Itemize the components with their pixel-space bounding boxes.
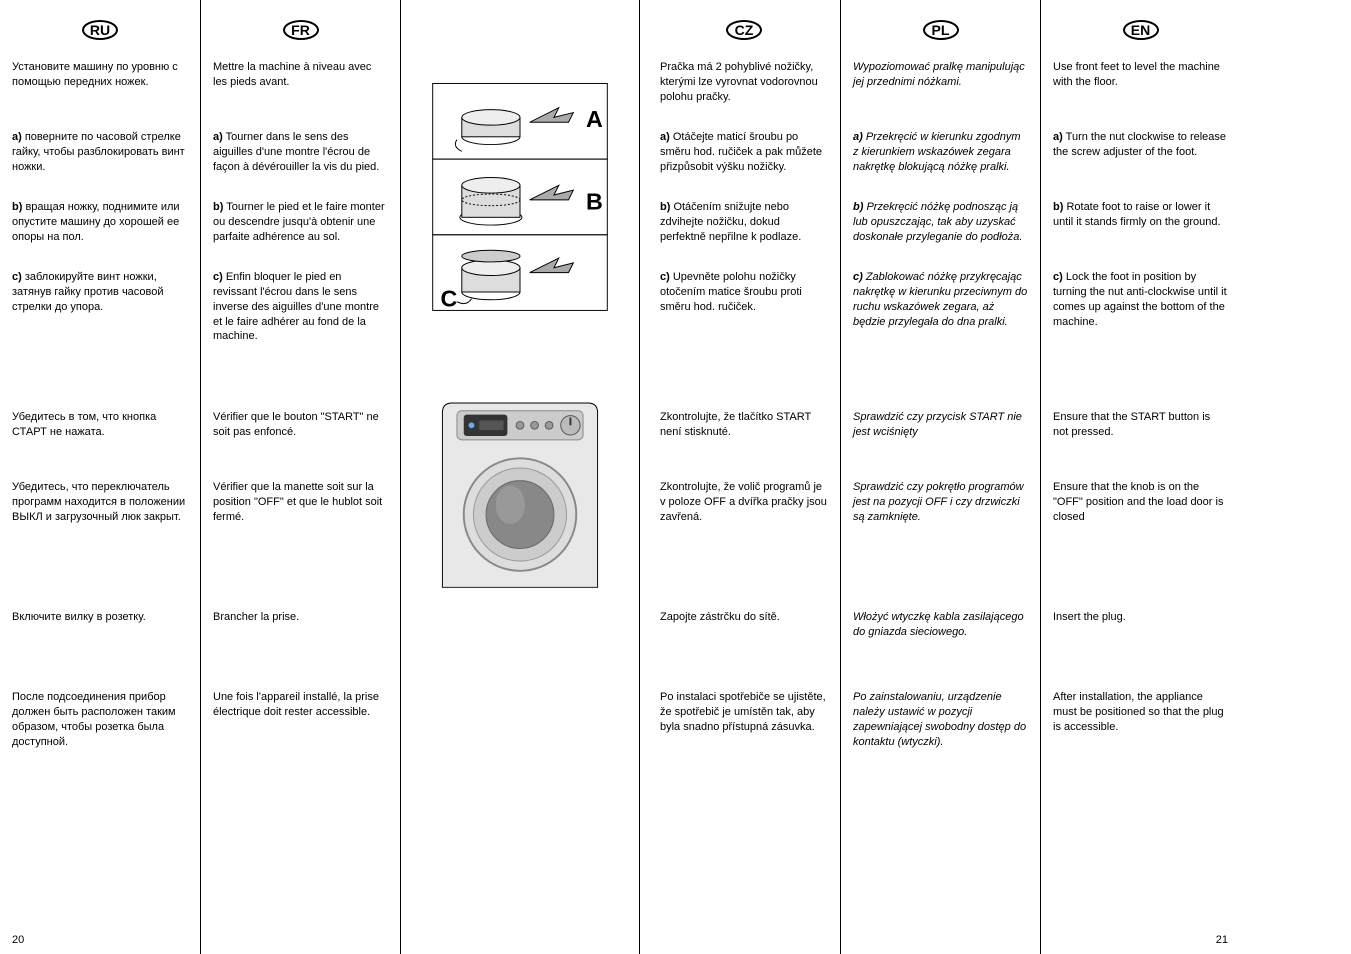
text-en-1: a) Turn the nut clockwise to release the… <box>1053 130 1228 160</box>
text-cz-5: Zkontrolujte, že volič programů je v pol… <box>660 480 828 525</box>
column-ru: RU Установите машину по уровню с помощью… <box>0 0 200 954</box>
text-fr-3: c) Enfin bloquer le pied en revissant l'… <box>213 270 388 344</box>
lang-badge-pl: PL <box>923 20 959 40</box>
fig-label-a: A <box>586 106 603 132</box>
text-fr-6: Brancher la prise. <box>213 610 388 625</box>
text-ru-4: Убедитесь в том, что кнопка СТАРТ не наж… <box>12 410 188 440</box>
text-cz-3: c) Upevněte polohu nožičky otočením mati… <box>660 270 828 315</box>
text-cz-0: Pračka má 2 pohyblivé nožičky, kterými l… <box>660 60 828 105</box>
fig-label-c: C <box>440 286 457 312</box>
lang-badge-cz: CZ <box>726 20 762 40</box>
text-pl-3: c) Zablokować nóżkę przykręcając nakrętk… <box>853 270 1028 329</box>
leveling-foot-svg: A B C <box>423 70 617 320</box>
text-fr-2: b) Tourner le pied et le faire monter ou… <box>213 200 388 245</box>
text-ru-6: Включите вилку в розетку. <box>12 610 188 625</box>
text-ru-2: b) вращая ножку, поднимите или опустите … <box>12 200 188 245</box>
page-container: RU Установите машину по уровню с помощью… <box>0 0 1351 954</box>
text-fr-4: Vérifier que le bouton "START" ne soit p… <box>213 410 388 440</box>
text-fr-0: Mettre la machine à niveau avec les pied… <box>213 60 388 90</box>
text-cz-7: Po instalaci spotřebiče se ujistěte, že … <box>660 690 828 735</box>
text-ru-3: c) заблокируйте винт ножки, затянув гайк… <box>12 270 188 315</box>
text-en-6: Insert the plug. <box>1053 610 1228 625</box>
lang-badge-fr: FR <box>283 20 319 40</box>
text-fr-5: Vérifier que la manette soit sur la posi… <box>213 480 388 525</box>
text-pl-0: Wypoziomować pralkę manipulując jej prze… <box>853 60 1028 90</box>
text-cz-1: a) Otáčejte maticí šroubu po směru hod. … <box>660 130 828 175</box>
washing-machine-svg <box>423 390 617 610</box>
text-pl-4: Sprawdzić czy przycisk START nie jest wc… <box>853 410 1028 440</box>
text-ru-5: Убедитесь, что переключатель программ на… <box>12 480 188 525</box>
text-pl-2: b) Przekręcić nóżkę podnosząc ją lub opu… <box>853 200 1028 245</box>
text-en-4: Ensure that the START button is not pres… <box>1053 410 1228 440</box>
text-ru-1: a) поверните по часовой стрелке гайку, ч… <box>12 130 188 175</box>
washer-diagram <box>413 370 627 630</box>
text-cz-6: Zapojte zástrčku do sítě. <box>660 610 828 625</box>
text-en-7: After installation, the appliance must b… <box>1053 690 1228 735</box>
foot-diagram: A B C <box>413 50 627 340</box>
text-pl-5: Sprawdzić czy pokrętło programów jest na… <box>853 480 1028 525</box>
column-cz: CZ Pračka má 2 pohyblivé nožičky, kterým… <box>640 0 840 954</box>
text-fr-1: a) Tourner dans le sens des aiguilles d'… <box>213 130 388 175</box>
text-pl-7: Po zainstalowaniu, urządzenie należy ust… <box>853 690 1028 749</box>
text-ru-0: Установите машину по уровню с помощью пе… <box>12 60 188 90</box>
text-pl-1: a) Przekręcić w kierunku zgodnym z kieru… <box>853 130 1028 175</box>
lang-badge-en: EN <box>1123 20 1159 40</box>
column-fr: FR Mettre la machine à niveau avec les p… <box>200 0 400 954</box>
page-number-left: 20 <box>12 934 24 946</box>
text-en-3: c) Lock the foot in position by turning … <box>1053 270 1228 329</box>
text-en-2: b) Rotate foot to raise or lower it unti… <box>1053 200 1228 230</box>
page-number-right: 21 <box>1216 934 1228 946</box>
text-cz-2: b) Otáčením snižujte nebo zdvihejte noži… <box>660 200 828 245</box>
lang-badge-ru: RU <box>82 20 118 40</box>
column-images: A B C <box>400 0 640 954</box>
text-pl-6: Włożyć wtyczkę kabla zasilającego do gni… <box>853 610 1028 640</box>
text-ru-7: После подсоединения прибор должен быть р… <box>12 690 188 749</box>
text-en-0: Use front feet to level the machine with… <box>1053 60 1228 90</box>
column-en: EN Use front feet to level the machine w… <box>1040 0 1240 954</box>
fig-label-b: B <box>586 189 603 215</box>
text-en-5: Ensure that the knob is on the "OFF" pos… <box>1053 480 1228 525</box>
text-cz-4: Zkontrolujte, že tlačítko START není sti… <box>660 410 828 440</box>
column-pl: PL Wypoziomować pralkę manipulując jej p… <box>840 0 1040 954</box>
text-fr-7: Une fois l'appareil installé, la prise é… <box>213 690 388 720</box>
